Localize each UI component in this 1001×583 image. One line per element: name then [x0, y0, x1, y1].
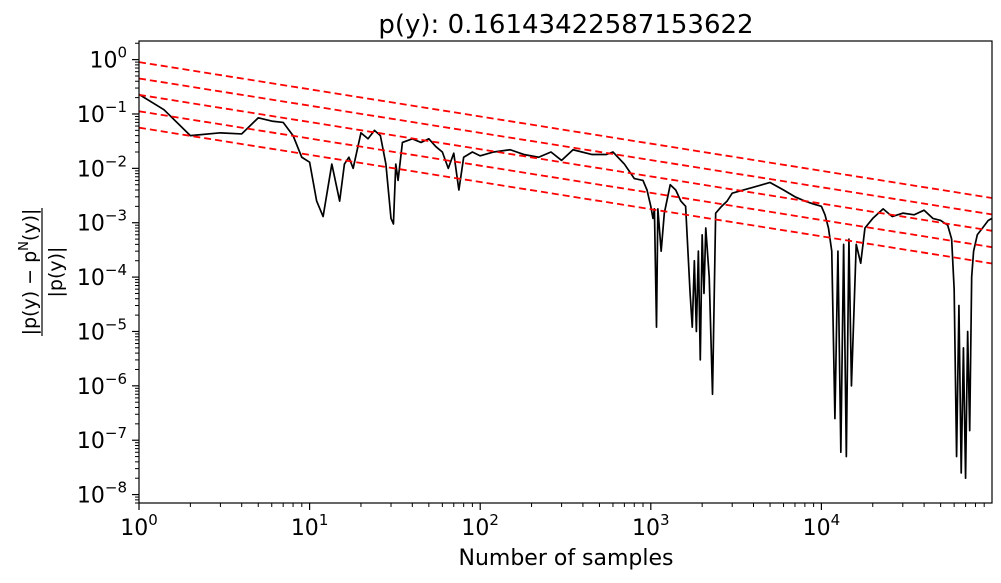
- y-tick-label: 100: [89, 44, 127, 74]
- reference-line-4: [139, 110, 992, 249]
- error-series-line: [139, 93, 992, 480]
- y-tick-label: 10−5: [77, 315, 127, 345]
- y-tick-label: 10−1: [77, 98, 127, 128]
- reference-line-5: [139, 126, 992, 265]
- y-tick-label: 10−2: [77, 152, 127, 182]
- plot-frame: [138, 40, 993, 504]
- y-tick-label: 10−8: [77, 479, 127, 509]
- x-tick-label: 102: [461, 511, 499, 541]
- y-axis-label-numerator: |p(y) − pN(y)|: [17, 209, 41, 336]
- x-tick-label: 103: [632, 511, 670, 541]
- y-tick-label: 10−4: [77, 261, 127, 291]
- y-tick-label: 10−3: [77, 207, 127, 237]
- reference-line-2: [139, 77, 992, 216]
- y-tick-label: 10−7: [77, 424, 127, 454]
- chart-title: p(y): 0.16143422587153622: [378, 10, 753, 40]
- reference-line-3: [139, 93, 992, 232]
- y-axis-label-denominator: |p(y)|: [45, 247, 67, 298]
- reference-line-1: [139, 61, 992, 199]
- x-tick-label: 104: [803, 511, 841, 541]
- y-tick-label: 10−6: [77, 370, 127, 400]
- x-tick-label: 101: [291, 511, 329, 541]
- x-axis-label: Number of samples: [458, 546, 673, 571]
- y-axis-label: |p(y) − pN(y)| |p(y)|: [17, 208, 67, 336]
- x-tick-label: 100: [120, 511, 158, 541]
